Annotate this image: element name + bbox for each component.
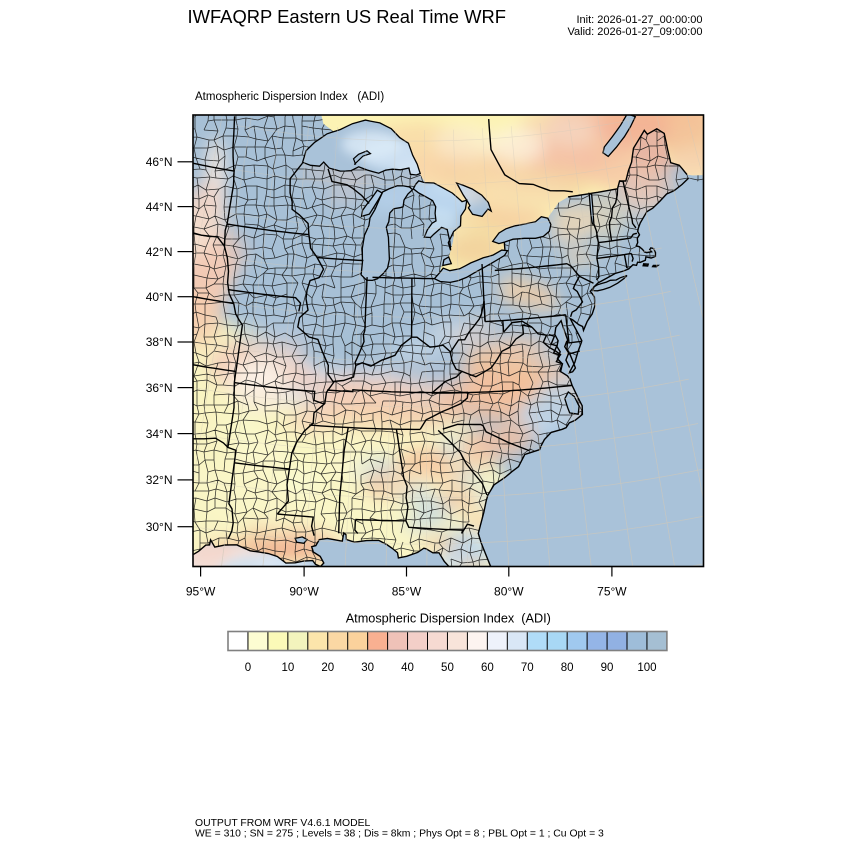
svg-text:Init: 2026-01-27_00:00:00: Init: 2026-01-27_00:00:00	[577, 14, 703, 26]
svg-text:20: 20	[321, 662, 334, 674]
svg-text:Atmospheric Dispersion Index: Atmospheric Dispersion Index (ADI)	[195, 91, 384, 103]
svg-text:90°W: 90°W	[289, 585, 319, 599]
svg-text:50: 50	[441, 662, 454, 674]
svg-text:0: 0	[245, 662, 251, 674]
svg-text:100: 100	[637, 662, 656, 674]
svg-text:34°N: 34°N	[146, 427, 173, 441]
svg-text:40: 40	[401, 662, 414, 674]
svg-text:40°N: 40°N	[146, 290, 173, 304]
svg-text:95°W: 95°W	[186, 585, 216, 599]
svg-text:46°N: 46°N	[146, 155, 173, 169]
svg-text:80: 80	[561, 662, 574, 674]
svg-text:Valid: 2026-01-27_09:00:00: Valid: 2026-01-27_09:00:00	[568, 26, 703, 38]
svg-text:32°N: 32°N	[146, 473, 173, 487]
svg-text:75°W: 75°W	[597, 585, 627, 599]
svg-text:42°N: 42°N	[146, 245, 173, 259]
svg-text:38°N: 38°N	[146, 335, 173, 349]
svg-text:80°W: 80°W	[494, 585, 524, 599]
svg-text:90: 90	[601, 662, 614, 674]
svg-text:85°W: 85°W	[392, 585, 422, 599]
svg-text:30°N: 30°N	[146, 520, 173, 534]
svg-text:36°N: 36°N	[146, 381, 173, 395]
svg-text:70: 70	[521, 662, 534, 674]
svg-text:IWFAQRP Eastern US Real Time W: IWFAQRP Eastern US Real Time WRF	[188, 6, 507, 27]
svg-text:44°N: 44°N	[146, 200, 173, 214]
svg-text:60: 60	[481, 662, 494, 674]
svg-text:WE = 310 ; SN = 275 ; Levels =: WE = 310 ; SN = 275 ; Levels = 38 ; Dis …	[195, 829, 604, 840]
svg-text:10: 10	[281, 662, 294, 674]
svg-text:30: 30	[361, 662, 374, 674]
svg-text:Atmospheric Dispersion Index: Atmospheric Dispersion Index (ADI)	[346, 612, 551, 626]
svg-text:OUTPUT FROM WRF V4.6.1 MODEL: OUTPUT FROM WRF V4.6.1 MODEL	[195, 818, 371, 829]
